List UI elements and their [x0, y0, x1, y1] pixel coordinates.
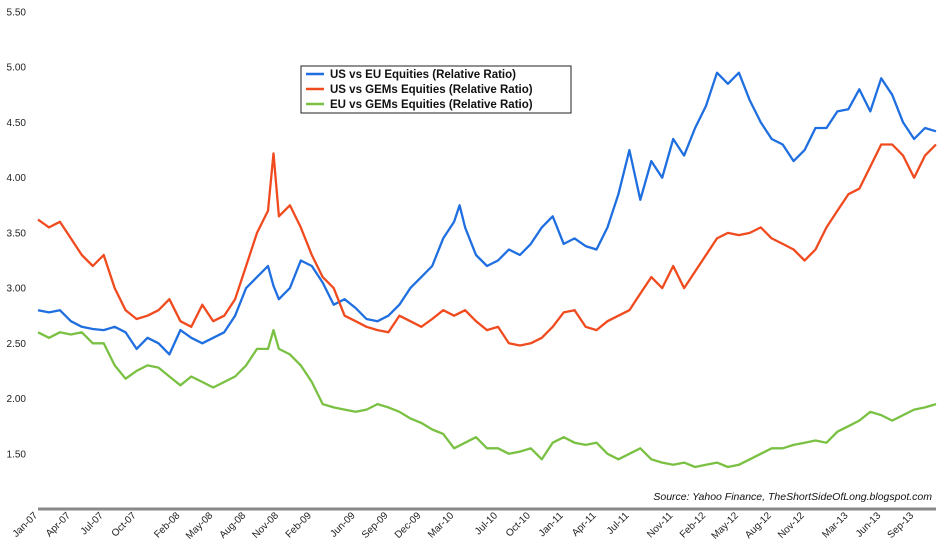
y-tick-label: 2.00 [7, 394, 27, 405]
series-line-eu-gems [37, 328, 937, 469]
y-tick-label: 3.00 [7, 284, 27, 295]
y-tick-label: 4.00 [7, 173, 27, 184]
y-tick-label: 4.50 [7, 118, 27, 129]
y-tick-label: 1.50 [7, 449, 27, 460]
series-line-us-gems [37, 143, 937, 347]
series-lines [37, 71, 937, 469]
legend-label-eu-gems: EU vs GEMs Equities (Relative Ratio) [330, 99, 533, 111]
y-tick-label: 3.50 [7, 228, 27, 239]
source-note: Source: Yahoo Finance, TheShortSideOfLon… [653, 491, 932, 503]
series-line-us-eu [37, 71, 937, 356]
legend-label-us-gems: US vs GEMs Equities (Relative Ratio) [330, 84, 533, 96]
y-tick-label: 5.50 [7, 8, 27, 19]
y-axis: 1.50 2.00 2.50 3.00 3.50 4.00 4.50 5.00 5.50 [7, 8, 27, 461]
y-tick-label: 5.00 [7, 63, 27, 74]
y-tick-label: 2.50 [7, 339, 27, 350]
legend-label-us-eu: US vs EU Equities (Relative Ratio) [330, 69, 516, 81]
legend: US vs EU Equities (Relative Ratio) US vs… [300, 65, 572, 114]
